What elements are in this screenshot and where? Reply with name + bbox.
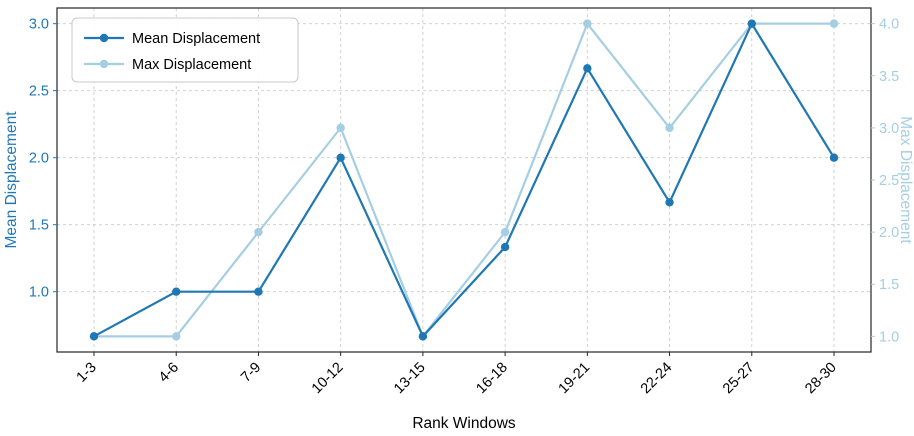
right-tick-label: 3.0	[879, 121, 899, 137]
data-point	[336, 153, 345, 162]
left-tick-label: 1.5	[29, 218, 49, 234]
data-point	[583, 64, 592, 73]
legend-label: Max Displacement	[132, 57, 251, 73]
data-point	[829, 153, 839, 162]
left-axis-ticks: 1.0 1.5 2.0 2.5 3.0	[29, 17, 57, 301]
x-axis-ticks: 1-3 4-6 7-9 10-12 13-15 16-18 19-21 22-24 25-27 2…	[74, 352, 840, 397]
right-tick-label: 2.0	[879, 225, 899, 241]
data-point	[254, 227, 263, 237]
data-point	[172, 332, 181, 341]
right-axis-label: Max Displacement	[897, 116, 914, 244]
right-tick-label: 1.0	[879, 329, 899, 345]
data-point	[418, 332, 428, 341]
x-tick-label: 28-30	[802, 360, 840, 398]
right-tick-label: 2.5	[879, 173, 899, 189]
data-point	[172, 287, 181, 296]
x-tick-label: 25-27	[720, 360, 758, 398]
left-tick-label: 2.5	[29, 84, 49, 100]
right-tick-label: 3.5	[879, 69, 899, 85]
legend-item: Max Displacement	[84, 57, 251, 73]
x-tick-label: 4-6	[156, 360, 182, 386]
x-tick-label: 7-9	[238, 360, 264, 386]
x-tick-label: 22-24	[638, 360, 676, 398]
right-tick-label: 1.5	[879, 277, 899, 293]
data-point	[829, 19, 839, 28]
data-point	[336, 123, 345, 133]
right-tick-label: 4.0	[879, 17, 899, 33]
x-axis-label: Rank Windows	[412, 415, 516, 432]
x-tick-label: 19-21	[556, 360, 594, 398]
data-point	[500, 227, 510, 237]
left-tick-label: 2.0	[29, 151, 49, 167]
left-tick-label: 1.0	[29, 285, 49, 301]
legend-marker	[99, 33, 109, 43]
x-tick-label: 16-18	[473, 360, 511, 398]
left-axis-label: Mean Displacement	[3, 111, 20, 249]
data-point	[583, 19, 592, 28]
x-tick-label: 10-12	[309, 360, 347, 398]
data-point	[89, 332, 99, 341]
data-point	[747, 19, 756, 28]
data-point	[254, 287, 263, 296]
legend-item: Mean Displacement	[84, 31, 260, 47]
grid-lines	[57, 8, 871, 352]
legend-label: Mean Displacement	[132, 31, 260, 47]
x-tick-label: 1-3	[74, 360, 100, 386]
x-tick-label: 13-15	[391, 360, 429, 398]
right-axis-ticks: 1.0 1.5 2.0 2.5 3.0 3.5 4.0	[871, 17, 899, 345]
legend-marker	[99, 59, 109, 69]
series-mean-displacement	[89, 19, 839, 341]
left-tick-label: 3.0	[29, 17, 49, 33]
data-point	[665, 198, 674, 207]
data-point	[500, 242, 510, 252]
legend: Mean Displacement Max Displacement	[71, 17, 299, 83]
data-point	[665, 123, 674, 133]
